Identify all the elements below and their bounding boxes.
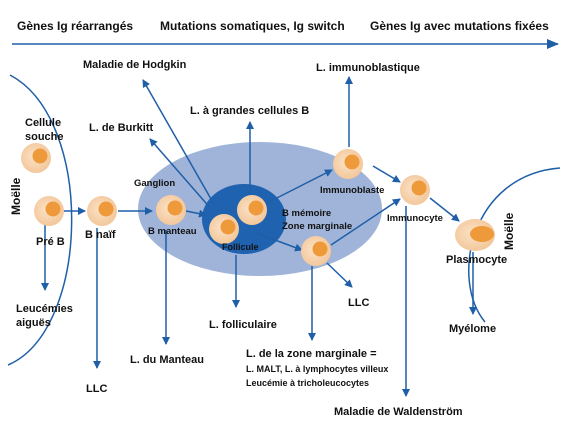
cell-plasmocyte: [455, 219, 495, 251]
naive-b-label: B naïf: [85, 229, 116, 241]
marginal-zone-label-line2: L. MALT, L. à lymphocytes villeux: [246, 364, 388, 374]
cell-naive-b: [87, 196, 117, 226]
llc-right-label: LLC: [348, 297, 369, 309]
cell-stem: [21, 143, 51, 173]
pre-b-label: Pré B: [36, 236, 65, 248]
mantle-b-label: B manteau: [148, 226, 197, 237]
bone-marrow-left-arc: [7, 74, 73, 366]
hodgkin-label: Maladie de Hodgkin: [83, 59, 187, 71]
follicle-label: Follicule: [222, 242, 259, 252]
ganglion-label: Ganglion: [134, 178, 175, 189]
leukemia-label-line2: aiguës: [16, 317, 51, 329]
immunocyte-label: Immunocyte: [387, 213, 443, 224]
leukemia-label-line1: Leucémies: [16, 303, 73, 315]
cell-memory: [301, 236, 331, 266]
cell-follicle-upper: [237, 195, 267, 225]
plasmocyte-label: Plasmocyte: [446, 254, 507, 266]
llc-left-label: LLC: [86, 383, 107, 395]
disease-arrows: [41, 76, 477, 397]
cell-follicle-lower: [209, 214, 239, 244]
mantle-lymphoma-label: L. du Manteau: [130, 354, 204, 366]
waldenstrom-label: Maladie de Waldenström: [334, 406, 463, 418]
stage-rearranged-label: Gènes Ig réarrangés: [17, 19, 133, 33]
memory-label-line1: B mémoire: [282, 208, 331, 219]
cell-immunoblast: [333, 149, 363, 179]
immunoblast-label: Immunoblaste: [320, 185, 384, 196]
cell-pre-b: [34, 196, 64, 226]
memory-label-line2: Zone marginale: [282, 221, 352, 232]
immunoblastic-lymphoma-label: L. immunoblastique: [316, 62, 420, 74]
bone-marrow-left-label: Moëlle: [9, 177, 23, 215]
follicular-lymphoma-label: L. folliculaire: [209, 319, 277, 331]
bone-marrow-right-label: Moëlle: [502, 212, 516, 250]
large-b-cell-label: L. à grandes cellules B: [190, 105, 309, 117]
marginal-zone-label-line1: L. de la zone marginale =: [246, 348, 377, 360]
marginal-zone-label-line3: Leucémie à tricholeucocytes: [246, 378, 369, 388]
progression-arrows: [64, 165, 460, 252]
cell-immunocyte: [400, 175, 430, 205]
stem-cell-label-line2: souche: [25, 131, 64, 143]
stage-fixed-label: Gènes Ig avec mutations fixées: [370, 19, 549, 33]
burkitt-label: L. de Burkitt: [89, 122, 154, 134]
stem-cell-label-line1: Cellule: [25, 117, 61, 129]
cell-mantle-b: [156, 195, 186, 225]
myeloma-label: Myélome: [449, 323, 496, 335]
stage-mutations-label: Mutations somatiques, Ig switch: [160, 19, 345, 33]
